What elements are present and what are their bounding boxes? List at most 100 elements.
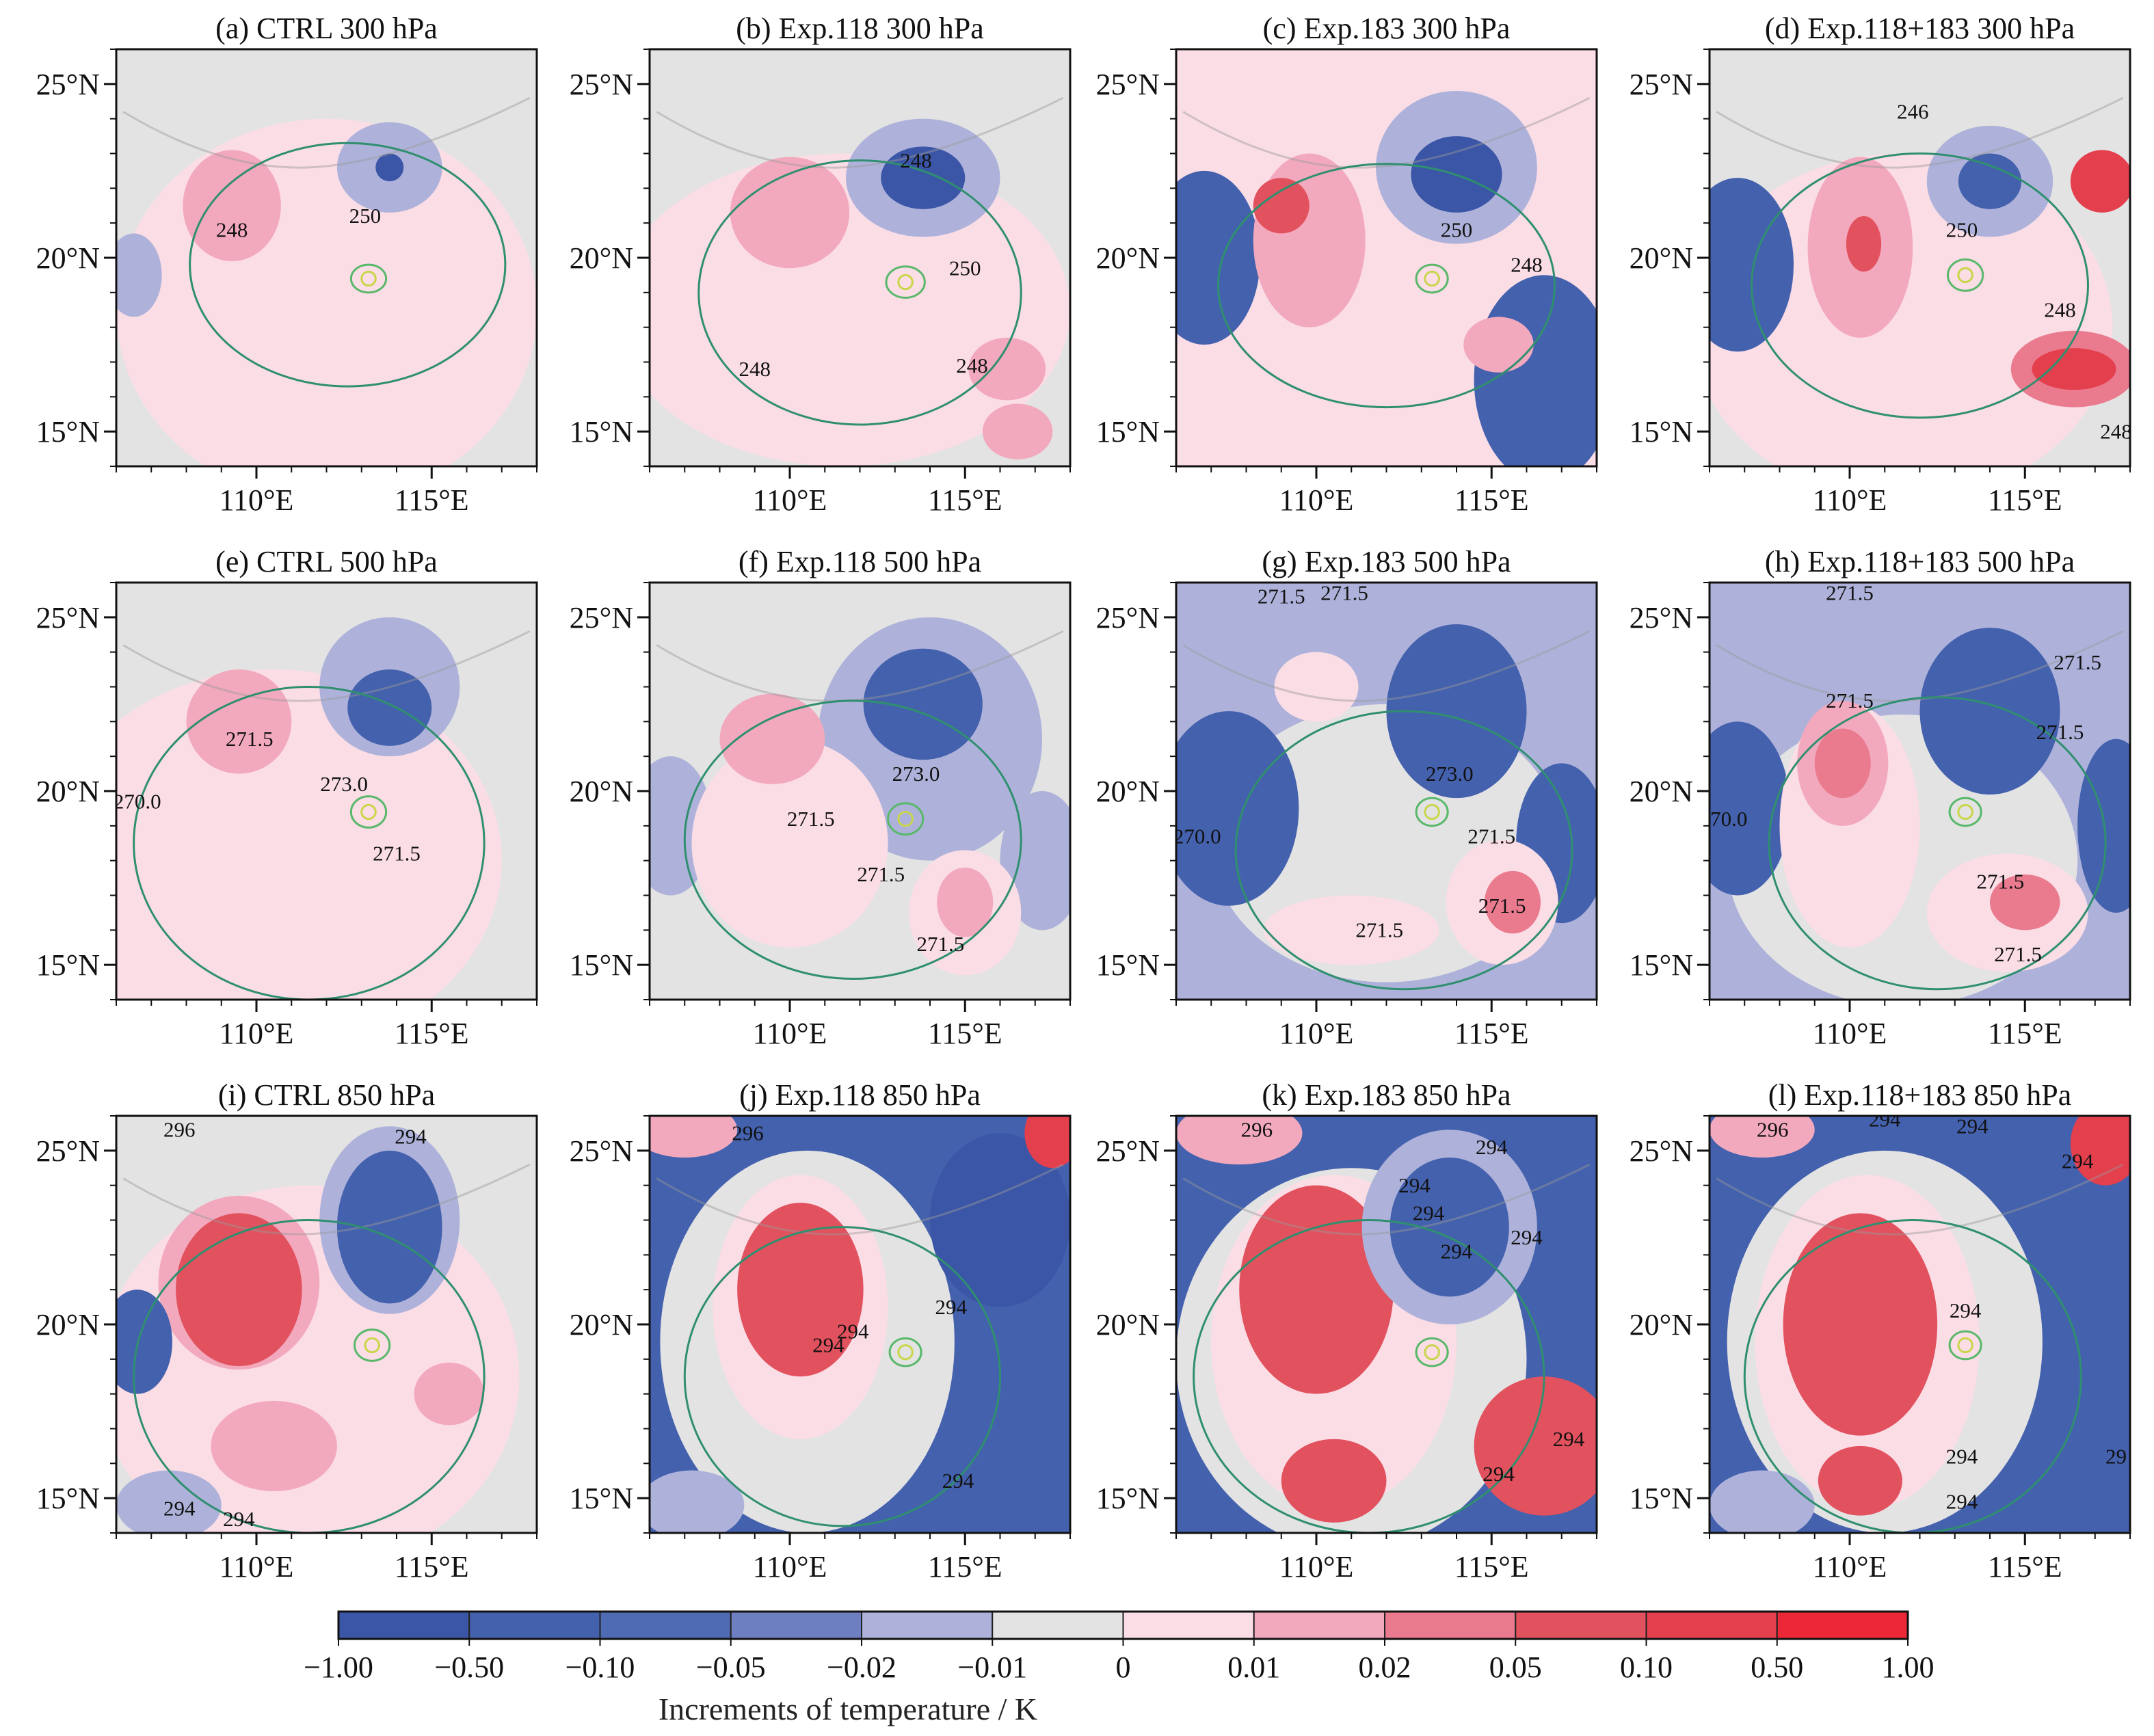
- contour-label: 271.5: [1826, 580, 1874, 604]
- increment-region: [2077, 738, 2130, 913]
- map-panel: 250 248 110°E 115°E 25°N 20°N 15°N (c) Exp.183 …: [1096, 12, 1598, 517]
- increment-region: [116, 233, 162, 317]
- contour-label: 271.5: [917, 932, 965, 956]
- contour-label: 270.0: [114, 789, 161, 813]
- contour-label: 271.5: [1320, 580, 1368, 604]
- contour-label: 294: [1413, 1201, 1445, 1225]
- colorbar-swatch: [1253, 1611, 1385, 1640]
- temperature-contour: [1415, 1337, 1449, 1367]
- lat-tick-label: 25°N: [36, 1134, 100, 1168]
- lat-tick-label: 15°N: [36, 948, 100, 982]
- contour-label: 250: [1441, 218, 1473, 242]
- boundary-line: [1182, 1163, 1591, 1236]
- map-panel: 248 250 248 248 110°E 115°E 25°N 20°N 15°N (b) Ex…: [570, 12, 1072, 517]
- lat-tick-label: 25°N: [36, 68, 100, 101]
- increment-region: [1990, 874, 2060, 931]
- contour-label: 294: [942, 1469, 974, 1493]
- colorbar-label: Increments of temperature / K: [659, 1692, 1037, 1726]
- increment-region: [1386, 624, 1527, 799]
- colorbar-swatch: [730, 1611, 862, 1640]
- lat-tick-label: 20°N: [1096, 1308, 1160, 1341]
- contour-label: 250: [949, 256, 981, 280]
- contour-label: 248: [2100, 419, 2132, 443]
- temperature-contour: [1957, 1337, 1973, 1354]
- increment-region: [982, 403, 1053, 459]
- temperature-contour: [349, 263, 388, 294]
- lat-tick-label: 20°N: [570, 241, 633, 275]
- map-panel: 271.5 271.5 273.0 271.5 271.5 271.5 270.0 110°E…: [1096, 545, 1598, 1050]
- colorbar-swatch: [861, 1611, 994, 1640]
- temperature-contour: [364, 1337, 380, 1354]
- colorbar-swatch: [599, 1611, 732, 1640]
- increment-region: [1390, 1158, 1509, 1297]
- colorbar: −1.00 −0.50 −0.10 −0.05 −0.02 −0.01 0 0.01 0.02 0…: [304, 1610, 1934, 1684]
- lat-tick-label: 25°N: [1630, 1134, 1693, 1168]
- colorbar-tick-label: 0.02: [1359, 1651, 1411, 1684]
- lat-tick-label: 25°N: [570, 68, 633, 101]
- temperature-contour: [897, 811, 914, 827]
- lat-tick-label: 25°N: [570, 1134, 633, 1168]
- temperature-contour: [1424, 270, 1440, 287]
- panel-title: (b) Exp.118 300 hPa: [736, 12, 984, 45]
- colorbar-swatch: [468, 1611, 601, 1640]
- lon-tick-label: 110°E: [1813, 483, 1887, 517]
- increment-region: [176, 1213, 302, 1366]
- increment-region: [650, 1116, 738, 1158]
- lon-tick-label: 115°E: [1454, 1550, 1529, 1584]
- contour-label: 294: [1511, 1225, 1543, 1249]
- contour-label: 294: [935, 1295, 968, 1319]
- increment-region: [1846, 216, 1882, 272]
- lat-tick-label: 20°N: [1096, 241, 1160, 275]
- contour-label: 294: [1398, 1173, 1431, 1197]
- temperature-contour: [189, 142, 507, 388]
- lon-tick-label: 110°E: [1279, 1017, 1354, 1050]
- panel-title: (a) CTRL 300 hPa: [215, 12, 438, 45]
- boundary-line: [122, 1163, 531, 1236]
- temperature-contour: [360, 270, 377, 287]
- contour-label: 271.5: [1994, 942, 2042, 966]
- increment-region: [730, 157, 850, 269]
- increment-region: [881, 146, 966, 209]
- temperature-contour: [697, 159, 1022, 426]
- contour-label: 294: [1476, 1135, 1508, 1159]
- contour-label: 270.0: [1700, 807, 1748, 831]
- temperature-contour: [885, 265, 926, 299]
- lat-tick-label: 15°N: [1630, 948, 1693, 982]
- colorbar-tick-label: 0.05: [1489, 1651, 1542, 1684]
- increment-region: [211, 1400, 337, 1492]
- temperature-contour: [1957, 803, 1973, 820]
- contour-label: 270.0: [1173, 824, 1221, 848]
- colorbar-tick-label: 0.50: [1751, 1651, 1803, 1684]
- panel-title: (f) Exp.118 500 hPa: [739, 545, 981, 578]
- contour-label: 294: [1869, 1107, 1901, 1131]
- increment-region: [1485, 870, 1541, 934]
- lon-tick-label: 115°E: [928, 1550, 1002, 1584]
- colorbar-swatch: [1515, 1611, 1647, 1640]
- colorbar-tick-label: −0.01: [957, 1651, 1027, 1684]
- temperature-contour: [1957, 267, 1973, 284]
- lat-tick-label: 20°N: [1630, 1308, 1693, 1341]
- panel-title: (h) Exp.118+183 500 hPa: [1765, 545, 2075, 578]
- increment-region: [930, 1133, 1070, 1307]
- lat-tick-label: 15°N: [1096, 415, 1160, 449]
- temperature-contour: [1424, 1344, 1440, 1361]
- colorbar-tick-label: −0.02: [827, 1651, 896, 1684]
- temperature-contour: [1947, 258, 1984, 292]
- increment-region: [1710, 1116, 1815, 1158]
- contour-label: 248: [739, 357, 771, 381]
- map-panel: 271.5 271.5 271.5 271.5 271.5 271.5 270.0 110°E…: [1630, 545, 2131, 1050]
- contour-label: 294: [1553, 1427, 1585, 1451]
- lat-tick-label: 25°N: [1096, 1134, 1160, 1168]
- temperature-contour: [133, 1219, 486, 1533]
- increment-region: [1253, 153, 1366, 328]
- contour-label: 271.5: [1826, 689, 1874, 712]
- temperature-contour: [887, 802, 925, 836]
- temperature-contour: [1415, 797, 1449, 827]
- lon-tick-label: 115°E: [928, 1017, 1002, 1050]
- increment-region: [1919, 628, 2060, 795]
- contour-label: 294: [395, 1125, 427, 1149]
- map-panel: 296 294 294 294 294 294 294 294 110°E 115°E 25°N 20…: [1096, 1078, 1598, 1584]
- increment-region: [937, 867, 994, 937]
- colorbar-swatch: [338, 1611, 470, 1640]
